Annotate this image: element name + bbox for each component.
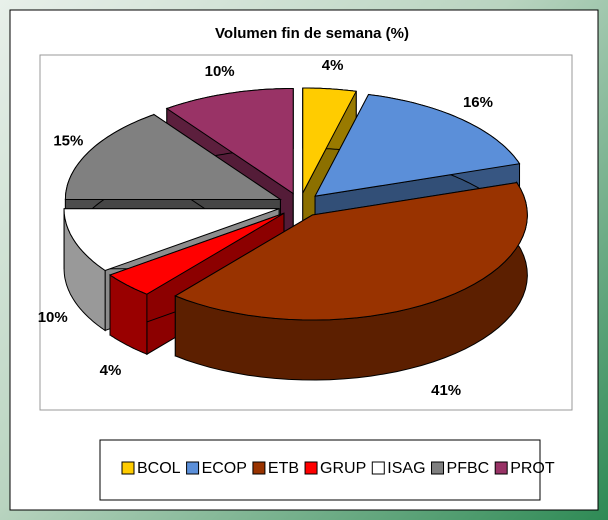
slice xyxy=(63,208,280,272)
data-label: 4% xyxy=(100,362,122,379)
legend-label: ECOP xyxy=(202,460,247,477)
legend-swatch xyxy=(252,461,266,475)
legend-label: PFBC xyxy=(447,460,490,477)
legend-label: BCOL xyxy=(137,460,181,477)
data-label: 41% xyxy=(431,382,461,399)
legend-swatch xyxy=(431,461,445,475)
legend-label: ETB xyxy=(268,460,299,477)
slice xyxy=(165,88,294,195)
data-label: 15% xyxy=(53,132,83,149)
slice xyxy=(64,114,283,201)
legend-swatch xyxy=(371,461,385,475)
legend-label: PROT xyxy=(510,460,555,477)
chart-title: Volumen fin de semana (%) xyxy=(215,25,409,42)
data-label: 4% xyxy=(322,57,344,74)
data-label: 10% xyxy=(38,309,68,326)
legend-label: GRUP xyxy=(320,460,366,477)
legend-swatch xyxy=(186,461,200,475)
legend-box xyxy=(99,439,541,501)
slice xyxy=(314,93,521,197)
legend-swatch xyxy=(304,461,318,475)
pie: 4% 16% 41% 4% 10% 15% 10% xyxy=(38,57,528,399)
slice xyxy=(302,87,357,194)
legend-swatch xyxy=(494,461,508,475)
legend-label: ISAG xyxy=(387,460,425,477)
slice xyxy=(108,212,285,295)
slice xyxy=(174,182,528,321)
legend-swatch xyxy=(121,461,135,475)
legend: BCOL ECOP ETB GRUP ISAG PFBC PROT xyxy=(121,460,555,477)
data-label: 16% xyxy=(463,94,493,111)
data-label: 10% xyxy=(205,63,235,80)
